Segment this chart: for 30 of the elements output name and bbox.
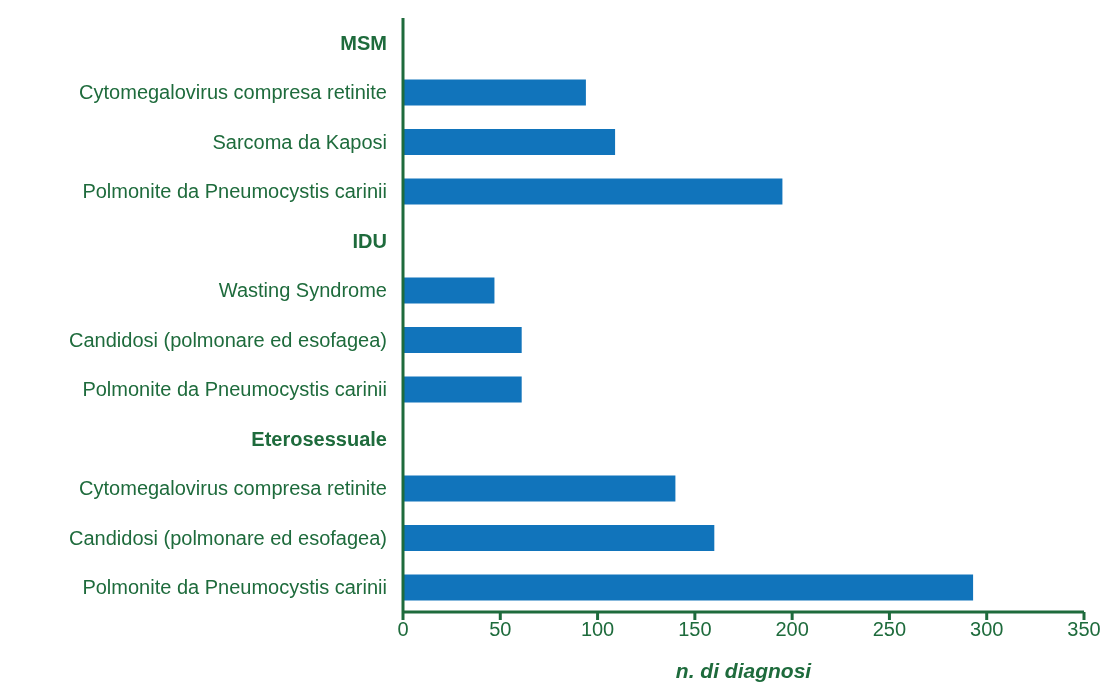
y-tick-label: Wasting Syndrome — [218, 279, 387, 302]
y-tick-label: Sarcoma da Kaposi — [212, 130, 387, 153]
y-tick-label: Polmonite da Pneumocystis carinii — [82, 576, 387, 599]
x-tick-label: 200 — [775, 618, 809, 641]
x-tick-label: 50 — [489, 618, 512, 641]
y-tick-label: Cytomegalovirus compresa retinite — [79, 81, 387, 104]
bar — [403, 178, 783, 205]
x-axis-title: n. di diagnosi — [675, 659, 813, 682]
bar — [403, 129, 616, 155]
y-tick-label: Candidosi (polmonare ed esofagea) — [69, 328, 387, 351]
x-tick-label: 300 — [970, 618, 1004, 641]
bar — [403, 574, 974, 601]
y-tick-label: Eterosessuale — [251, 427, 387, 450]
bar — [403, 525, 715, 551]
bar — [403, 277, 495, 304]
y-tick-label: IDU — [352, 229, 387, 252]
y-tick-label: Polmonite da Pneumocystis carinii — [82, 180, 387, 203]
y-tick-label: Candidosi (polmonare ed esofagea) — [69, 526, 387, 549]
y-tick-label: Polmonite da Pneumocystis carinii — [82, 378, 387, 401]
x-tick-label: 0 — [397, 618, 409, 641]
x-tick-label: 350 — [1067, 618, 1101, 641]
x-tick-label: 250 — [872, 618, 907, 641]
bar — [403, 475, 676, 502]
y-tick-label: MSM — [340, 31, 387, 54]
y-tick-label: Cytomegalovirus compresa retinite — [79, 477, 387, 500]
x-tick-label: 100 — [580, 618, 615, 641]
bar — [403, 327, 522, 353]
bar — [403, 376, 522, 403]
bar — [403, 79, 586, 106]
x-tick-label: 150 — [678, 618, 712, 641]
